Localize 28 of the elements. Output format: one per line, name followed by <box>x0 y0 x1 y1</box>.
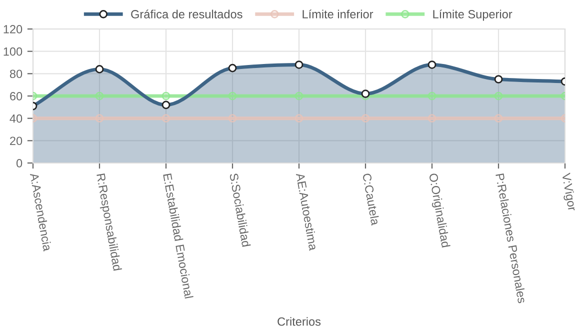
point <box>428 114 436 122</box>
point <box>294 114 304 122</box>
point <box>95 92 104 100</box>
y-tick-label: 80 <box>10 70 22 78</box>
y-tick-label: 100 <box>4 47 22 56</box>
point <box>428 92 436 100</box>
point <box>494 114 503 122</box>
point <box>162 92 170 100</box>
y-tick-label: 60 <box>10 92 22 100</box>
y-tick-label: 20 <box>10 136 22 146</box>
point <box>294 92 304 100</box>
x-tick-label: P:Relaciones Personales <box>496 173 527 304</box>
point <box>95 114 104 122</box>
x-tick-label: C:Cautela <box>362 173 380 226</box>
x-axis-title: Criterios <box>278 317 321 326</box>
x-tick-label: V:Vigor <box>560 172 577 212</box>
point <box>494 92 503 100</box>
point <box>228 92 237 100</box>
point <box>361 114 370 122</box>
y-tick-label: 0 <box>16 159 22 168</box>
x-tick-label: AE:Autoestima <box>296 172 318 251</box>
legend-label: Límite inferior <box>302 10 374 18</box>
point <box>162 114 170 122</box>
point <box>228 114 237 122</box>
y-tick-label: 120 <box>4 25 22 34</box>
legend-label: Gráfica de resultados <box>131 10 242 18</box>
y-tick-label: 40 <box>10 114 22 123</box>
legend-label: Límite Superior <box>433 10 512 21</box>
